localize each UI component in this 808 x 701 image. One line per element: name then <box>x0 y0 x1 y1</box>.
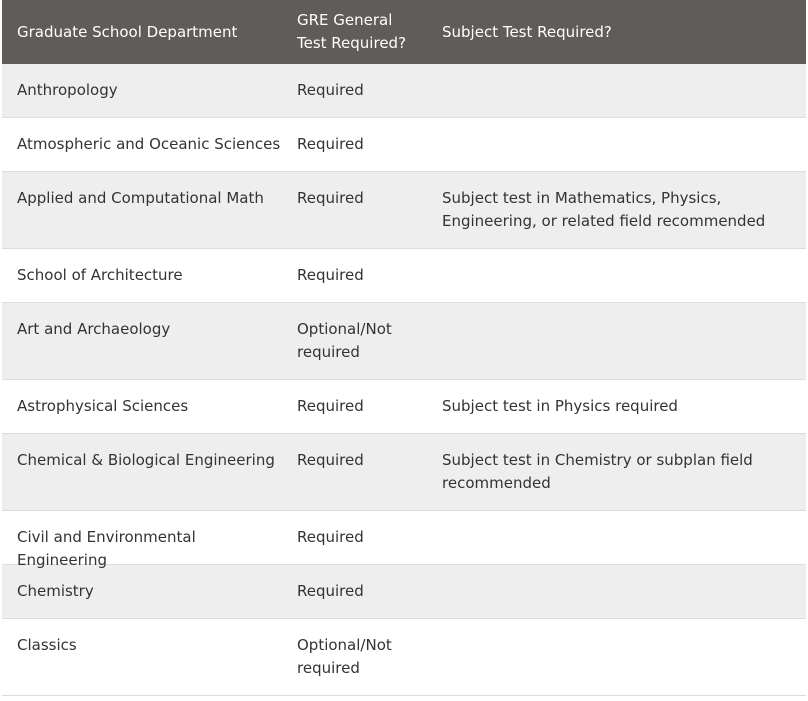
cell-gre-general: Required <box>297 266 364 284</box>
cell-subject-test <box>427 511 806 564</box>
cell-department: Chemical & Biological Engineering <box>17 451 275 469</box>
table-row: Chemical & Biological Engineering Requir… <box>2 434 806 511</box>
header-department: Graduate School Department <box>17 22 238 41</box>
cell-gre-general: Required <box>297 451 364 469</box>
cell-department: Atmospheric and Oceanic Sciences <box>17 135 281 153</box>
table-row: Classics Optional/Not required <box>2 619 806 696</box>
cell-subject-test: Subject test in Physics required <box>442 397 678 415</box>
cell-department: Applied and Computational Math <box>17 189 264 207</box>
cell-department: Anthropology <box>17 81 118 99</box>
table-row: Applied and Computational Math Required … <box>2 172 806 249</box>
cell-department: Art and Archaeology <box>17 320 171 338</box>
cell-gre-general: Required <box>297 81 364 99</box>
cell-gre-general: Required <box>297 135 364 153</box>
cell-subject-test <box>427 64 806 117</box>
cell-subject-test: Subject test in Chemistry or subplan fie… <box>442 451 753 492</box>
cell-department: Civil and Environmental Engineering <box>17 528 196 569</box>
cell-subject-test <box>427 118 806 171</box>
cell-subject-test <box>427 249 806 302</box>
cell-department: Astrophysical Sciences <box>17 397 189 415</box>
cell-gre-general: Required <box>297 189 364 207</box>
table-row: Anthropology Required <box>2 64 806 118</box>
header-gre-general: GRE General Test Required? <box>297 11 407 52</box>
table-row: Astrophysical Sciences Required Subject … <box>2 380 806 434</box>
cell-subject-test <box>427 303 806 379</box>
cell-gre-general: Optional/Not required <box>297 636 392 677</box>
cell-gre-general: Required <box>297 528 364 546</box>
cell-gre-general: Required <box>297 397 364 415</box>
cell-subject-test: Subject test in Mathematics, Physics, En… <box>442 189 766 230</box>
table-header: Graduate School Department GRE General T… <box>2 0 806 64</box>
cell-department: School of Architecture <box>17 266 183 284</box>
cell-department: Classics <box>17 636 77 654</box>
table-row: School of Architecture Required <box>2 249 806 303</box>
cell-gre-general: Optional/Not required <box>297 320 392 361</box>
table-row: Art and Archaeology Optional/Not require… <box>2 303 806 380</box>
table-row: Atmospheric and Oceanic Sciences Require… <box>2 118 806 172</box>
cell-department: Chemistry <box>17 582 94 600</box>
cell-subject-test <box>427 565 806 618</box>
header-subject-test: Subject Test Required? <box>442 22 612 41</box>
cell-gre-general: Required <box>297 582 364 600</box>
table-row: Chemistry Required <box>2 565 806 619</box>
table-row: Civil and Environmental Engineering Requ… <box>2 511 806 569</box>
cell-subject-test <box>427 619 806 695</box>
